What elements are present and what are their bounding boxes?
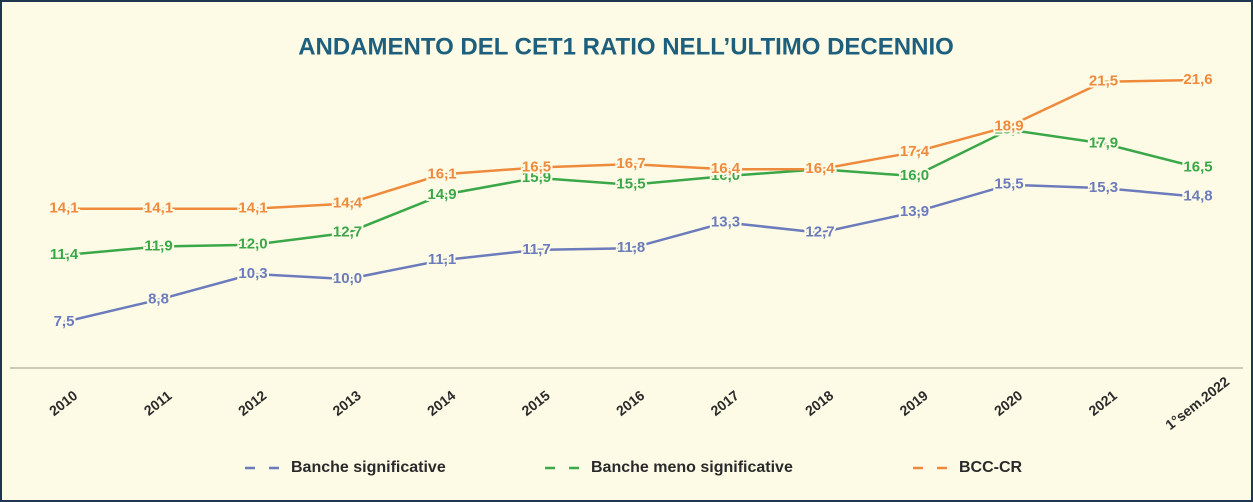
data-label: 16,5	[1183, 159, 1212, 176]
data-label: 15,5	[616, 176, 645, 193]
data-label: 10,0	[333, 270, 362, 287]
data-label: 8,8	[148, 291, 169, 308]
legend-label: Banche meno significative	[591, 459, 793, 476]
legend-label: BCC-CR	[959, 459, 1023, 476]
data-label: 13,3	[711, 213, 740, 230]
data-label: 13,9	[900, 203, 929, 220]
data-label: 14,9	[427, 186, 456, 203]
data-label: 12,7	[333, 224, 362, 241]
chart-title: ANDAMENTO DEL CET1 RATIO NELL’ULTIMO DEC…	[298, 33, 954, 60]
data-label: 11,9	[144, 237, 172, 254]
data-label: 12,7	[805, 224, 834, 241]
data-label: 21,6	[1183, 71, 1212, 88]
data-label: 16,1	[427, 165, 456, 182]
data-label: 7,5	[54, 313, 75, 330]
data-label: 14,1	[238, 200, 267, 217]
legend-label: Banche significative	[291, 459, 446, 476]
data-label: 16,0	[900, 167, 929, 184]
data-label: 12,0	[238, 236, 267, 253]
data-label: 11,4	[50, 246, 79, 263]
data-label: 17,4	[900, 143, 930, 160]
data-label: 10,3	[238, 265, 267, 282]
data-label: 15,3	[1089, 179, 1118, 196]
data-label: 18,9	[994, 117, 1023, 134]
data-label: 17,9	[1089, 134, 1118, 151]
data-label: 14,8	[1183, 188, 1212, 205]
data-label: 14,4	[333, 195, 363, 212]
data-label: 16,7	[616, 155, 645, 172]
data-label: 14,1	[49, 200, 78, 217]
series-line	[64, 78, 1199, 210]
data-label: 16,5	[522, 159, 551, 176]
data-label: 15,9	[522, 169, 551, 186]
data-label: 16,4	[805, 160, 835, 177]
data-label: 15,5	[994, 176, 1023, 193]
data-label: 16,4	[711, 160, 741, 177]
data-label: 14,1	[144, 200, 173, 217]
series-line	[63, 183, 1199, 324]
data-label: 11,7	[522, 241, 550, 258]
data-label: 18,7	[994, 121, 1023, 138]
data-label: 11,1	[428, 251, 456, 268]
data-label: 21,5	[1089, 73, 1118, 90]
data-label: 11,8	[617, 239, 645, 256]
series-line	[63, 128, 1199, 257]
